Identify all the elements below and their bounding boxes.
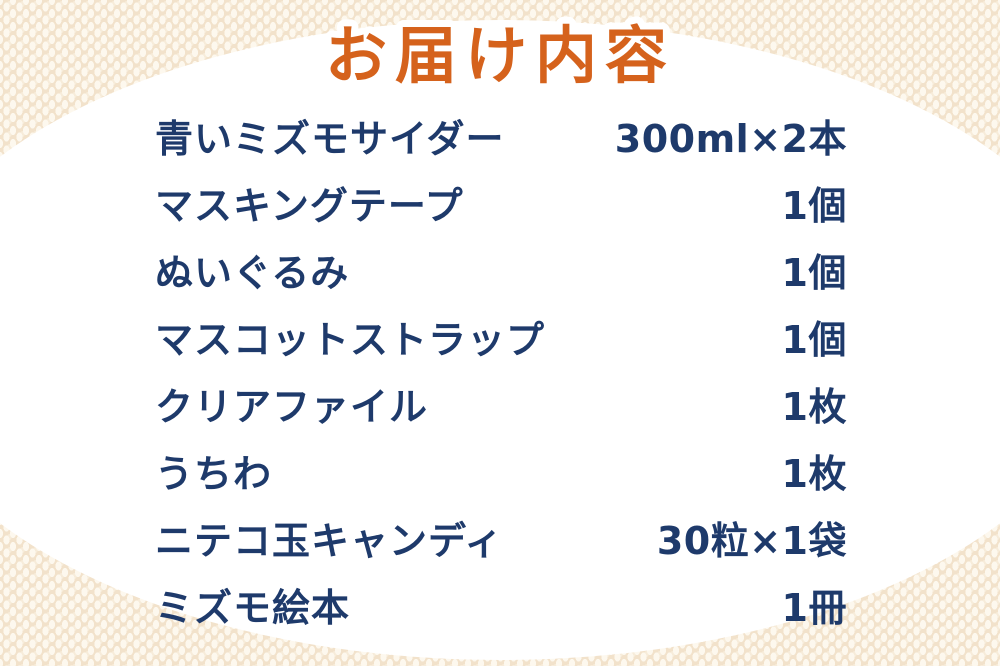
item-row: ニテコ玉キャンディ 30粒×1袋 xyxy=(155,507,847,574)
item-name: マスコットストラップ xyxy=(155,317,546,362)
item-name: ぬいぐるみ xyxy=(155,250,350,295)
item-quantity: 1枚 xyxy=(781,384,847,429)
item-name: ニテコ玉キャンディ xyxy=(155,518,504,563)
item-quantity: 1個 xyxy=(781,183,847,228)
items-list: 青いミズモサイダー 300ml×2本 マスキングテープ 1個 ぬいぐるみ 1個 … xyxy=(155,105,847,641)
page-title: お届け内容 xyxy=(325,19,675,92)
item-name: マスキングテープ xyxy=(155,183,464,228)
item-row: マスコットストラップ 1個 xyxy=(155,306,847,373)
page-title-graphic: お届け内容 xyxy=(318,12,675,99)
item-quantity: 1個 xyxy=(781,317,847,362)
item-row: うちわ 1枚 xyxy=(155,440,847,507)
item-name: 青いミズモサイダー xyxy=(155,116,505,161)
item-name: クリアファイル xyxy=(155,384,429,429)
item-quantity: 30粒×1袋 xyxy=(656,518,847,563)
item-row: 青いミズモサイダー 300ml×2本 xyxy=(155,105,847,172)
item-name: うちわ xyxy=(155,451,273,496)
item-row: クリアファイル 1枚 xyxy=(155,373,847,440)
item-row: マスキングテープ 1個 xyxy=(155,172,847,239)
item-quantity: 1枚 xyxy=(781,451,847,496)
item-row: ぬいぐるみ 1個 xyxy=(155,239,847,306)
item-row: ミズモ絵本 1冊 xyxy=(155,574,847,641)
item-quantity: 1冊 xyxy=(781,585,847,630)
contents-panel xyxy=(0,20,1000,660)
item-quantity: 300ml×2本 xyxy=(614,116,847,161)
item-name: ミズモ絵本 xyxy=(155,585,351,630)
item-quantity: 1個 xyxy=(781,250,847,295)
